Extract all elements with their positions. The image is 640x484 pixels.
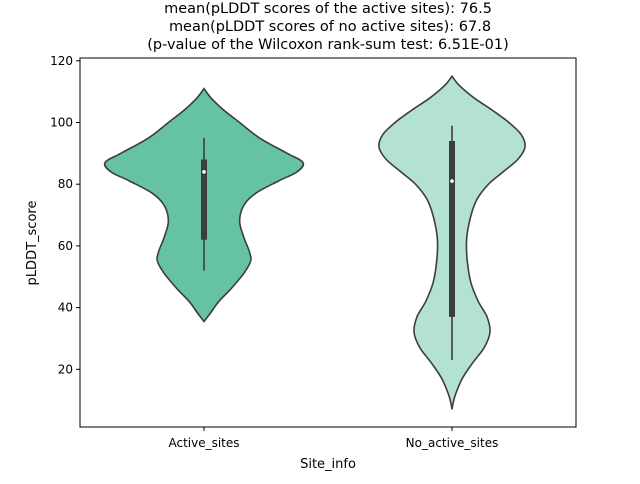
title-line-2: mean(pLDDT scores of no active sites): 6… bbox=[169, 19, 491, 35]
axes-frame bbox=[79, 57, 577, 428]
y-tick-label: 20 bbox=[58, 362, 73, 376]
y-tick-label: 60 bbox=[58, 239, 73, 253]
median-point bbox=[202, 170, 206, 174]
x-tick-label: No_active_sites bbox=[406, 436, 499, 450]
iqr-box bbox=[201, 159, 207, 240]
title-line-1: mean(pLDDT scores of the active sites): … bbox=[164, 1, 492, 17]
y-axis-label: pLDDT_score bbox=[25, 201, 40, 286]
iqr-box bbox=[449, 140, 455, 317]
y-tick-label: 40 bbox=[58, 301, 73, 315]
y-tick-label: 100 bbox=[50, 115, 73, 129]
x-axis-label: Site_info bbox=[300, 457, 356, 472]
title-line-3: (p-value of the Wilcoxon rank-sum test: … bbox=[147, 37, 508, 53]
median-point bbox=[450, 179, 454, 183]
x-tick-label: Active_sites bbox=[168, 436, 239, 450]
y-tick-label: 120 bbox=[50, 54, 73, 68]
y-tick-label: 80 bbox=[58, 177, 73, 191]
